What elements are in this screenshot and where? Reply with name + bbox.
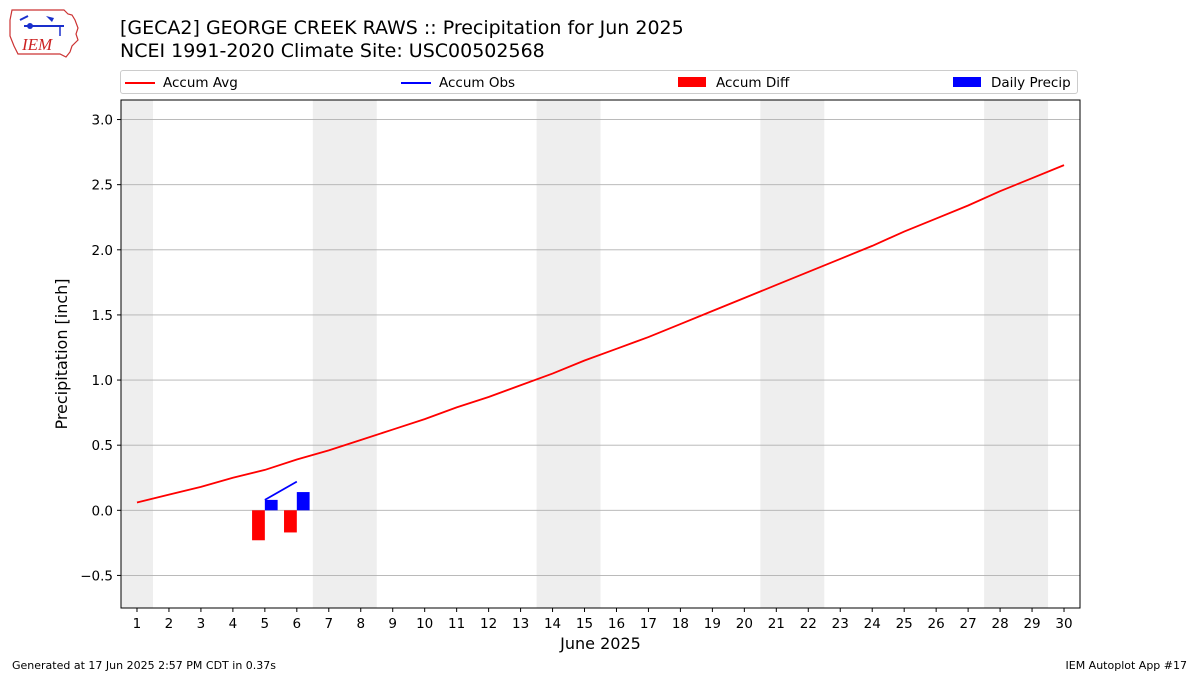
x-tick-label: 22 xyxy=(800,616,817,632)
chart-legend: Accum Avg Accum Obs Accum Diff Daily Pre… xyxy=(120,70,1078,94)
x-tick-label: 25 xyxy=(896,616,913,632)
legend-item-accum-diff: Accum Diff xyxy=(678,74,878,92)
y-tick-label: 2.0 xyxy=(92,243,113,259)
legend-label: Accum Avg xyxy=(163,75,238,91)
x-tick-label: 15 xyxy=(576,616,593,632)
x-tick-label: 10 xyxy=(416,616,433,632)
legend-label: Accum Diff xyxy=(716,75,790,91)
x-tick-label: 5 xyxy=(261,616,270,632)
x-tick-label: 27 xyxy=(960,616,977,632)
weekend-band xyxy=(536,100,601,608)
legend-label: Daily Precip xyxy=(991,75,1071,91)
legend-line-swatch xyxy=(125,82,155,84)
accum-obs-line xyxy=(264,480,298,501)
x-axis-label: June 2025 xyxy=(559,634,641,653)
y-tick-label: 2.5 xyxy=(92,178,113,194)
svg-text:IEM: IEM xyxy=(21,35,53,54)
y-tick-label: 1.0 xyxy=(92,373,113,389)
x-tick-label: 23 xyxy=(832,616,849,632)
x-tick-label: 12 xyxy=(480,616,497,632)
x-tick-label: 3 xyxy=(197,616,206,632)
x-tick-label: 26 xyxy=(928,616,945,632)
x-tick-label: 13 xyxy=(512,616,529,632)
legend-label: Accum Obs xyxy=(439,75,516,91)
legend-item-accum-obs: Accum Obs xyxy=(401,74,601,92)
x-tick-label: 7 xyxy=(324,616,333,632)
weekend-band xyxy=(760,100,825,608)
legend-patch-swatch xyxy=(953,77,981,87)
x-tick-label: 14 xyxy=(544,616,561,632)
weekend-band xyxy=(121,100,153,608)
x-tick-label: 28 xyxy=(991,616,1008,632)
x-tick-label: 2 xyxy=(165,616,174,632)
footer-app-text: IEM Autoplot App #17 xyxy=(1065,659,1188,672)
accum-avg-line xyxy=(136,164,1065,504)
accum-diff-bar xyxy=(284,510,297,533)
footer-generated-text: Generated at 17 Jun 2025 2:57 PM CDT in … xyxy=(12,659,277,672)
x-tick-label: 9 xyxy=(388,616,397,632)
y-tick-label: −0.5 xyxy=(80,568,113,584)
x-tick-label: 24 xyxy=(864,616,881,632)
y-tick-label: 0.5 xyxy=(92,438,113,454)
y-tick-label: 3.0 xyxy=(92,113,113,129)
x-tick-label: 20 xyxy=(736,616,753,632)
legend-item-accum-avg: Accum Avg xyxy=(125,74,325,92)
x-tick-label: 21 xyxy=(768,616,785,632)
x-tick-label: 29 xyxy=(1023,616,1040,632)
daily-precip-bar xyxy=(296,492,310,511)
x-tick-label: 4 xyxy=(229,616,238,632)
legend-patch-swatch xyxy=(678,77,706,87)
x-tick-label: 18 xyxy=(672,616,689,632)
weekend-band xyxy=(312,100,377,608)
accum-diff-bar xyxy=(252,510,265,541)
x-tick-label: 8 xyxy=(356,616,365,632)
y-axis-label: Precipitation [inch] xyxy=(52,278,71,429)
x-tick-label: 11 xyxy=(448,616,465,632)
y-tick-label: 0.0 xyxy=(92,503,113,519)
legend-line-swatch xyxy=(401,82,431,84)
x-tick-label: 6 xyxy=(293,616,302,632)
iem-logo-icon: IEM xyxy=(9,9,79,58)
y-tick-label: 1.5 xyxy=(92,308,113,324)
chart-subtitle: NCEI 1991-2020 Climate Site: USC00502568 xyxy=(120,40,545,62)
x-tick-label: 16 xyxy=(608,616,625,632)
x-tick-label: 30 xyxy=(1055,616,1072,632)
chart-title: [GECA2] GEORGE CREEK RAWS :: Precipitati… xyxy=(120,17,684,39)
x-tick-label: 17 xyxy=(640,616,657,632)
x-tick-label: 1 xyxy=(133,616,142,632)
daily-precip-bar xyxy=(264,499,278,511)
plot-frame xyxy=(120,99,1081,609)
x-tick-label: 19 xyxy=(704,616,721,632)
legend-item-daily-precip: Daily Precip xyxy=(953,74,1077,92)
